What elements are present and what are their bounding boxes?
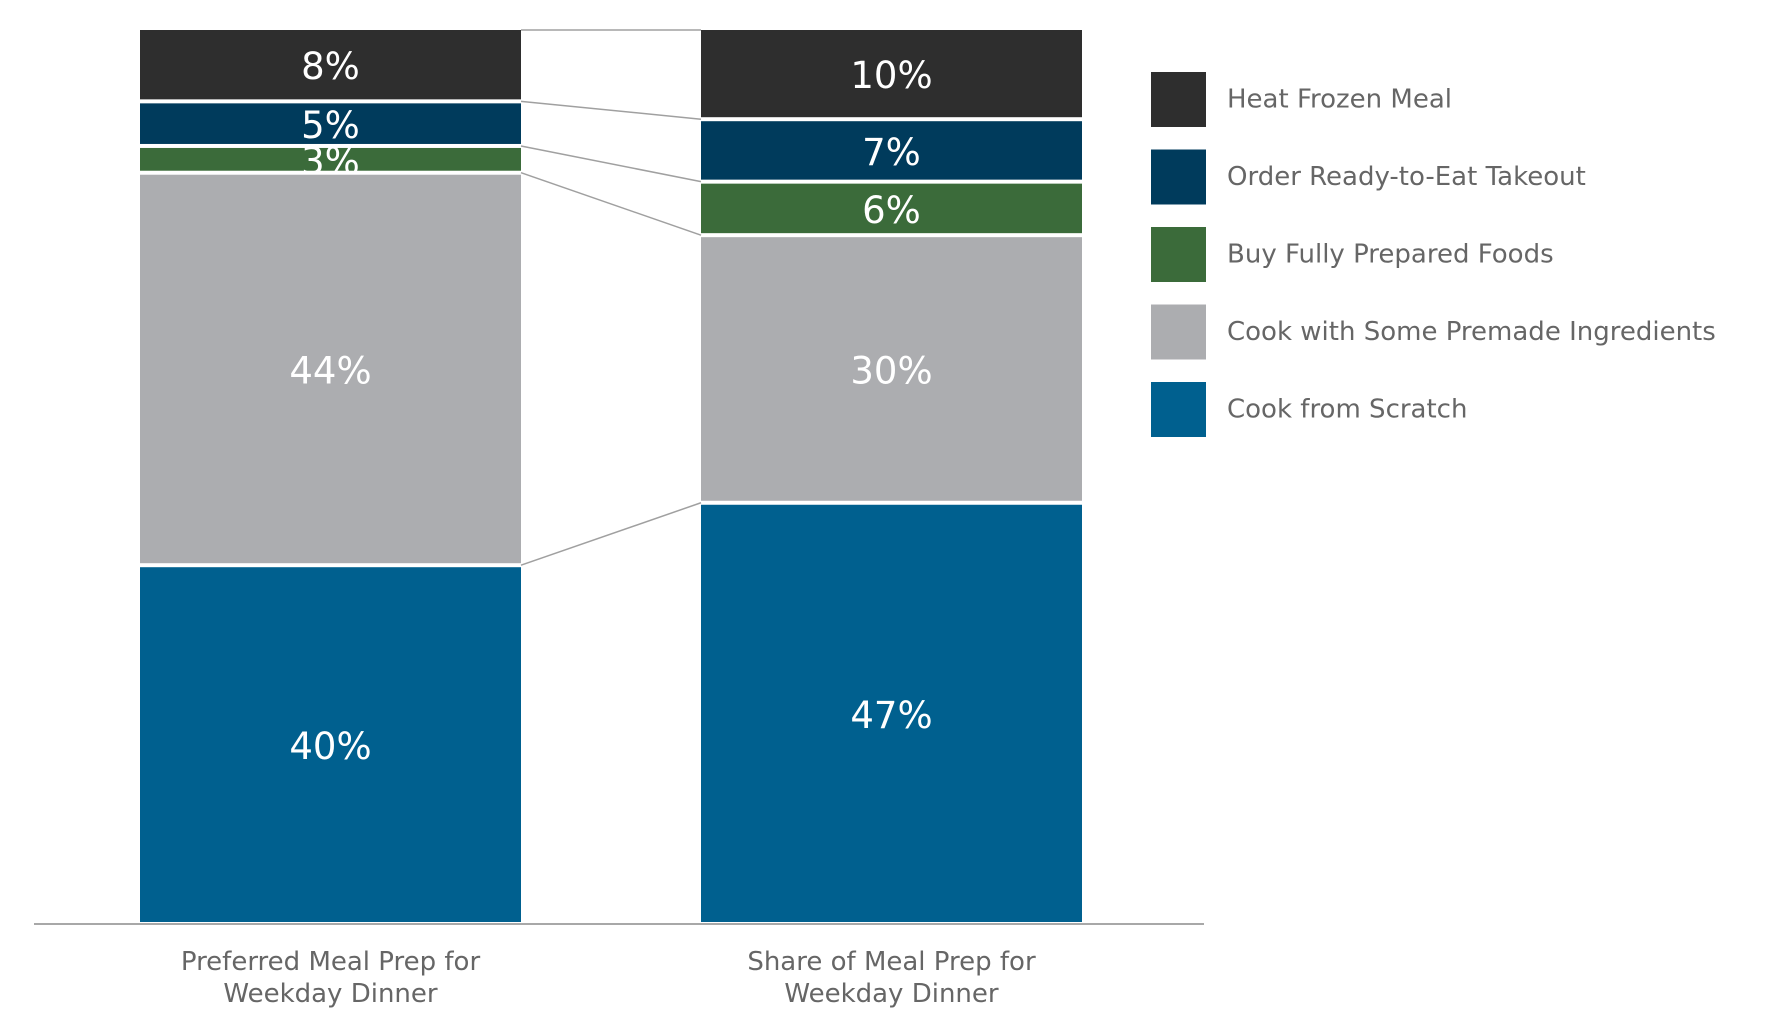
data-label-heat-frozen-meal-2: 10% <box>850 54 932 97</box>
category-label-1-line-1: Preferred Meal Prep for <box>181 947 481 977</box>
data-label-buy-fully-prepared-foods-1: 3% <box>301 140 360 183</box>
legend-label-heat-frozen-meal: Heat Frozen Meal <box>1227 85 1452 115</box>
segment-labels: 40% 47% 44% 30% 3% 6% 5% 7% 8% 10% <box>289 45 932 768</box>
data-label-order-ready-to-eat-takeout-1: 5% <box>301 104 360 147</box>
legend-label-order-ready-to-eat-takeout: Order Ready-to-Eat Takeout <box>1227 162 1586 192</box>
data-label-buy-fully-prepared-foods-2: 6% <box>862 189 921 232</box>
bar-segment-order-ready-to-eat-takeout-1 <box>140 103 521 144</box>
legend-swatch-buy-fully-prepared-foods <box>1151 227 1206 282</box>
category-label-2-line-2: Weekday Dinner <box>784 979 999 1009</box>
bar-segment-cook-with-some-premade-ingredients-2 <box>701 237 1082 501</box>
legend-swatch-cook-from-scratch <box>1151 382 1206 437</box>
data-label-cook-with-some-premade-ingredients-2: 30% <box>850 349 932 392</box>
legend-label-cook-with-some-premade-ingredients: Cook with Some Premade Ingredients <box>1227 317 1716 347</box>
legend-swatch-heat-frozen-meal <box>1151 72 1206 127</box>
category-label-2: Share of Meal Prep for Weekday Dinner <box>747 947 1036 1009</box>
legend: Heat Frozen Meal Order Ready-to-Eat Takeo… <box>1151 72 1716 437</box>
category-label-1-line-2: Weekday Dinner <box>223 979 438 1009</box>
data-label-cook-from-scratch-2: 47% <box>850 694 932 737</box>
connector-line-2 <box>520 172 702 236</box>
legend-label-buy-fully-prepared-foods: Buy Fully Prepared Foods <box>1227 240 1554 270</box>
data-label-order-ready-to-eat-takeout-2: 7% <box>862 131 921 174</box>
data-label-heat-frozen-meal-1: 8% <box>301 45 360 88</box>
bar-segment-buy-fully-prepared-foods-2 <box>701 183 1082 234</box>
connector-lines <box>520 29 702 566</box>
connector-line-1 <box>520 502 702 566</box>
legend-swatch-order-ready-to-eat-takeout <box>1151 149 1206 205</box>
bar-segment-heat-frozen-meal-1 <box>140 30 521 100</box>
bar-segment-cook-with-some-premade-ingredients-1 <box>140 174 521 564</box>
legend-swatch-cook-with-some-premade-ingredients <box>1151 304 1206 360</box>
bar-segment-heat-frozen-meal-2 <box>701 30 1082 118</box>
bar-segment-buy-fully-prepared-foods-1 <box>140 147 521 171</box>
category-label-2-line-1: Share of Meal Prep for <box>747 947 1036 977</box>
legend-label-cook-from-scratch: Cook from Scratch <box>1227 395 1467 425</box>
connector-line-3 <box>520 145 702 183</box>
bar-segment-cook-from-scratch-2 <box>701 504 1082 922</box>
connector-line-4 <box>520 100 702 120</box>
bar-segment-order-ready-to-eat-takeout-2 <box>701 121 1082 180</box>
bar-segment-cook-from-scratch-1 <box>140 567 521 922</box>
data-label-cook-with-some-premade-ingredients-1: 44% <box>289 349 371 392</box>
data-label-cook-from-scratch-1: 40% <box>289 725 371 768</box>
bars <box>140 30 1082 922</box>
category-label-1: Preferred Meal Prep for Weekday Dinner <box>181 947 481 1009</box>
